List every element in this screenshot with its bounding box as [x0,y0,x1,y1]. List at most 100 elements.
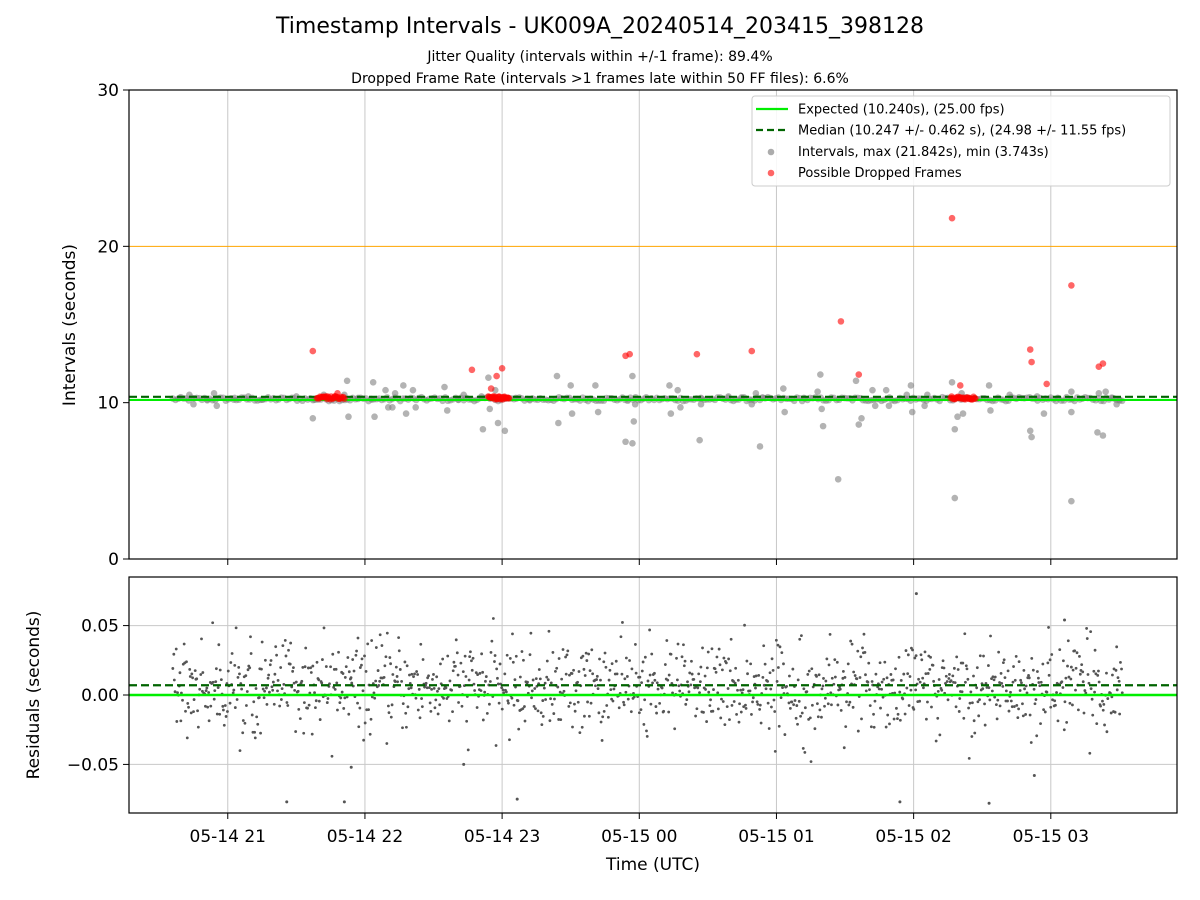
residual-point [782,662,785,666]
residual-point [331,652,335,656]
residual-point [281,644,285,648]
residual-point [823,696,827,700]
residual-point [1081,670,1085,674]
residual-point [342,707,346,710]
residual-point [989,634,992,638]
interval-point [1040,410,1048,417]
residual-point [965,667,969,671]
dropped-frame-point [323,393,330,400]
residual-point [209,704,213,708]
interval-point [412,404,419,411]
residual-point [1050,653,1054,656]
residual-point [269,659,273,662]
residual-point [918,680,922,684]
residual-point [192,710,195,714]
residual-point [637,711,641,715]
residual-point [190,672,194,676]
interval-point [869,386,876,394]
interval-point [345,413,352,421]
residual-point [344,665,348,669]
residual-point [205,686,209,690]
residual-point [682,664,686,668]
residual-point [794,716,798,720]
residual-point [796,722,799,726]
residual-point [993,695,997,699]
residual-point [634,643,637,646]
residual-point [648,628,652,632]
interval-point [293,393,300,400]
residual-point [354,653,358,657]
residual-point [991,675,995,679]
interval-point [1026,427,1034,435]
residual-point [1014,654,1018,658]
residual-point [648,673,652,677]
residual-point [238,749,242,753]
interval-point [921,402,928,410]
residual-point [488,680,492,683]
legend-expected-label: Expected (10.240s), (25.00 fps) [798,103,1005,118]
residual-point [300,679,304,683]
residual-point [347,670,351,674]
residual-point [180,691,183,695]
residual-point [688,671,692,675]
residual-point [825,657,829,661]
residual-point [720,697,723,701]
residual-point [1117,679,1121,683]
residual-point [397,649,401,653]
residual-point [953,681,957,685]
residual-point [574,689,578,693]
residual-point [867,661,871,665]
residual-point [285,701,289,704]
residual-point [534,707,537,711]
residual-point [266,676,270,680]
residual-point [708,704,712,707]
interval-point [852,377,860,385]
residual-point [792,703,796,707]
residual-point [1015,703,1019,707]
residual-point [532,705,536,708]
residual-point [427,686,431,690]
residual-point [614,659,618,663]
residual-point [868,688,871,692]
residual-point [1115,688,1119,692]
residual-point [398,668,402,671]
residual-point [1011,680,1015,684]
residual-point [386,704,390,708]
residual-point [362,738,366,742]
residual-point [457,701,460,704]
residual-point [459,661,463,665]
residual-point [833,658,837,662]
residual-point [856,649,860,653]
residual-point [701,646,704,650]
interval-point [1068,388,1075,396]
residual-point [340,690,344,694]
residual-point [1116,676,1120,680]
residual-point [311,664,315,668]
residual-point [1115,645,1119,649]
residual-point [1034,698,1038,701]
residual-point [1009,690,1012,694]
residual-point [1004,689,1008,693]
residual-reference-lines [129,684,1177,697]
residual-point [254,687,258,690]
residual-point [562,689,566,693]
residual-point [385,742,389,745]
residual-point [1021,702,1024,706]
residual-point [810,667,814,671]
residual-point [465,719,469,723]
residual-point [1074,688,1077,692]
residual-point [682,643,685,647]
residual-point [1090,697,1094,701]
residual-point [280,687,284,691]
residual-point [1006,699,1009,703]
interval-point [871,402,879,410]
residual-point [1038,684,1042,688]
residual-point [827,663,831,667]
residual-point [1006,669,1010,673]
residual-point [326,697,330,700]
residual-point [211,621,215,625]
residual-point [957,710,961,713]
residual-point [830,676,834,680]
residual-point [490,639,494,643]
residual-point [1118,712,1122,716]
